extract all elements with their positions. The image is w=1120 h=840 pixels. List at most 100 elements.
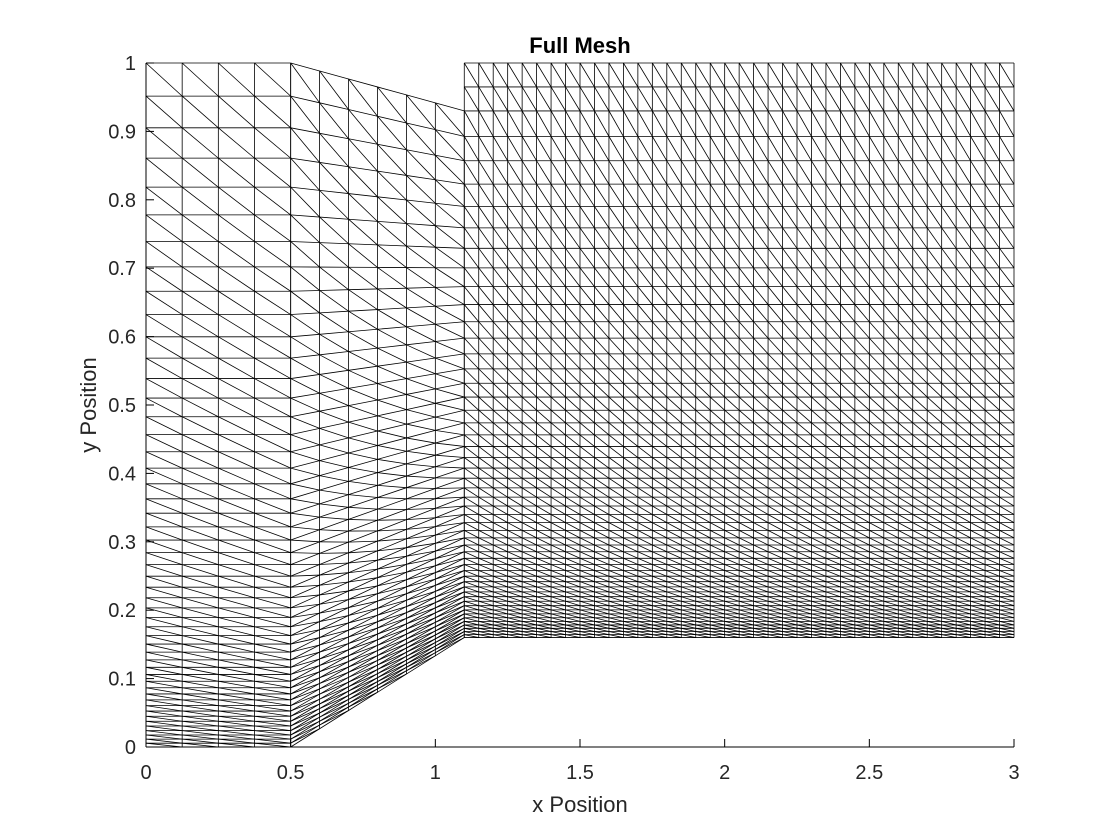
mesh-diagonal (290, 416, 320, 429)
mesh-diagonal (753, 136, 769, 161)
mesh-diagonal (782, 422, 798, 436)
mesh-diagonal (955, 522, 971, 531)
mesh-diagonal (811, 136, 827, 161)
mesh-diagonal (623, 530, 639, 539)
mesh-diagonal (521, 353, 537, 370)
mesh-diagonal (738, 505, 754, 515)
mesh-diagonal (254, 186, 291, 216)
mesh-diagonal (377, 571, 407, 579)
mesh-diagonal (941, 617, 957, 622)
mesh-diagonal (984, 600, 1000, 607)
mesh-diagonal (348, 218, 378, 246)
mesh-diagonal (883, 551, 899, 559)
mesh-diagonal (377, 628, 407, 641)
mesh-diagonal (782, 621, 798, 626)
mesh-diagonal (811, 206, 827, 229)
mesh-diagonal (912, 446, 928, 458)
mesh-diagonal (254, 498, 291, 514)
mesh-diagonal (825, 467, 841, 479)
mesh-diagonal (536, 304, 552, 322)
mesh-diagonal (898, 586, 913, 593)
mesh-diagonal (565, 396, 581, 411)
mesh-diagonal (709, 86, 726, 112)
mesh-diagonal (478, 422, 494, 436)
mesh-diagonal (767, 575, 783, 583)
mesh-diagonal (319, 102, 349, 140)
mesh-diagonal (565, 382, 581, 398)
mesh-diagonal (254, 705, 291, 712)
mesh-diagonal (782, 564, 798, 571)
mesh-diagonal (478, 544, 494, 553)
mesh-diagonal (811, 605, 827, 611)
mesh-diagonal (623, 514, 639, 523)
mesh-diagonal (608, 591, 624, 598)
mesh-diagonal (478, 382, 494, 398)
mesh-diagonal (825, 477, 841, 489)
mesh-diagonal (521, 496, 537, 507)
mesh-diagonal (681, 522, 696, 531)
mesh-diagonal (666, 136, 682, 161)
mesh-diagonal (594, 570, 610, 577)
mesh-diagonal (695, 609, 711, 615)
mesh-diagonal (579, 557, 595, 565)
mesh-diagonal (695, 382, 711, 398)
mesh-diagonal (898, 537, 913, 546)
mesh-diagonal (753, 396, 769, 411)
mesh-diagonal (463, 368, 480, 384)
mesh-diagonal (565, 160, 581, 185)
mesh-diagonal (145, 680, 183, 689)
mesh-diagonal (854, 505, 870, 515)
mesh-diagonal (767, 514, 783, 523)
mesh-diagonal (753, 248, 769, 269)
mesh-diagonal (796, 631, 812, 635)
mesh-diagonal (637, 530, 653, 539)
mesh-diagonal (478, 627, 494, 632)
mesh-diagonal (970, 160, 986, 185)
mesh-diagonal (927, 596, 942, 602)
mesh-diagonal (955, 368, 971, 384)
mesh-diagonal (695, 581, 711, 588)
mesh-diagonal (883, 624, 899, 629)
mesh-diagonal (377, 365, 407, 379)
mesh-diagonal (594, 617, 610, 622)
mesh-diagonal (594, 227, 610, 249)
mesh-diagonal (898, 596, 913, 602)
mesh-diagonal (478, 86, 494, 112)
mesh-diagonal (464, 591, 479, 598)
mesh-diagonal (695, 86, 711, 112)
mesh-diagonal (464, 446, 479, 458)
mesh-diagonal (464, 581, 479, 588)
mesh-diagonal (254, 214, 291, 242)
mesh-diagonal (941, 631, 957, 635)
mesh-diagonal (782, 634, 798, 638)
mesh-diagonal (999, 596, 1015, 602)
mesh-diagonal (406, 307, 436, 325)
mesh-diagonal (290, 357, 320, 375)
mesh-diagonal (782, 409, 798, 424)
mesh-diagonal (507, 110, 523, 137)
mesh-diagonal (897, 368, 914, 384)
mesh-diagonal (218, 552, 255, 566)
mesh-diagonal (912, 110, 928, 137)
mesh-diagonal (926, 505, 942, 515)
mesh-diagonal (608, 522, 624, 531)
mesh-diagonal (854, 368, 870, 384)
mesh-diagonal (709, 62, 726, 88)
mesh-diagonal (854, 627, 870, 632)
mesh-diagonal (463, 321, 480, 339)
mesh-diagonal (348, 577, 378, 583)
mesh-diagonal (478, 609, 494, 615)
mesh-diagonal (912, 86, 928, 112)
mesh-diagonal (666, 321, 682, 339)
mesh-diagonal (811, 304, 827, 322)
mesh-diagonal (811, 467, 827, 479)
mesh-diagonal (724, 575, 740, 583)
mesh-diagonal (970, 530, 986, 539)
mesh-diagonal (492, 110, 509, 137)
mesh-diagonal (984, 631, 1000, 635)
mesh-diagonal (608, 530, 624, 539)
mesh-diagonal (550, 496, 566, 507)
mesh-diagonal (840, 110, 856, 137)
mesh-diagonal (869, 551, 884, 559)
mesh-diagonal (869, 457, 885, 469)
